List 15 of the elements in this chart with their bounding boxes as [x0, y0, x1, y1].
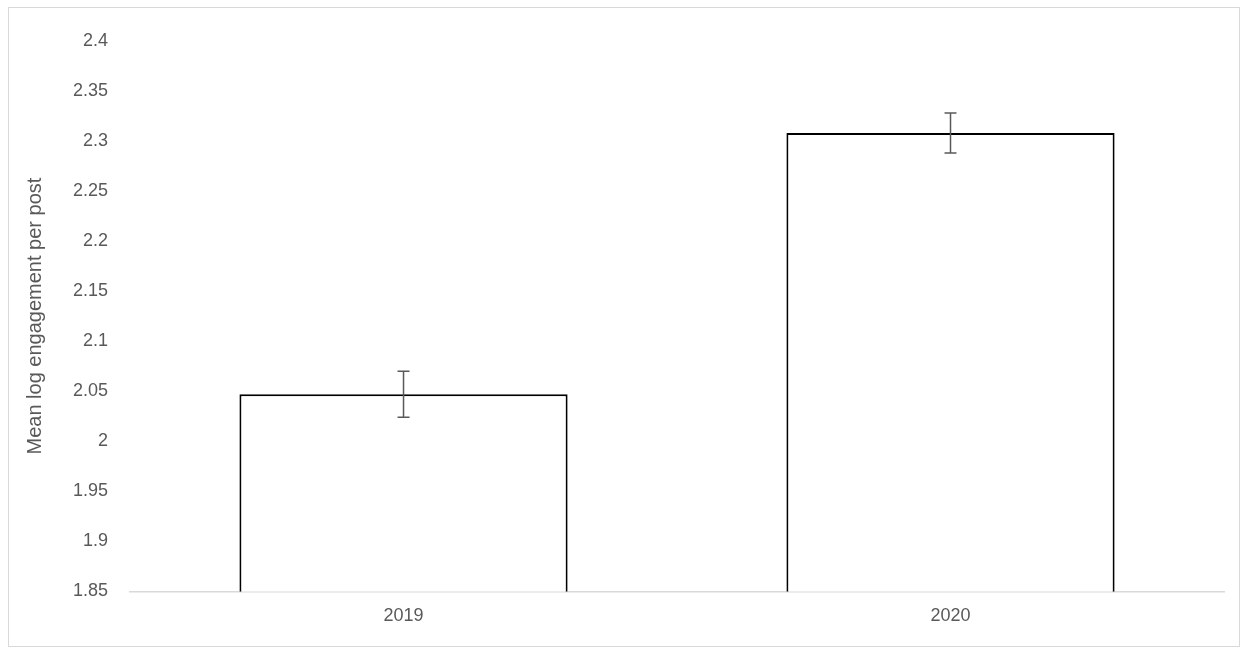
x-tick-label: 2020 [930, 605, 971, 626]
y-tick-label: 2.1 [83, 330, 109, 351]
y-tick-label: 2.35 [72, 79, 109, 100]
y-tick-label: 1.85 [72, 580, 109, 601]
y-tick-label: 2.15 [72, 280, 109, 301]
y-axis-title: Mean log engagement per post [22, 177, 45, 455]
y-tick-label: 2 [98, 430, 109, 451]
y-tick-label: 2.4 [83, 29, 109, 50]
x-tick-label: 2019 [383, 605, 424, 626]
y-tick-label: 2.05 [72, 380, 109, 401]
y-tick-label: 2.2 [83, 229, 109, 250]
y-tick-label: 2.3 [83, 129, 109, 150]
y-tick-label: 2.25 [72, 179, 109, 200]
y-tick-label: 1.9 [83, 530, 109, 551]
y-tick-label: 1.95 [72, 480, 109, 501]
